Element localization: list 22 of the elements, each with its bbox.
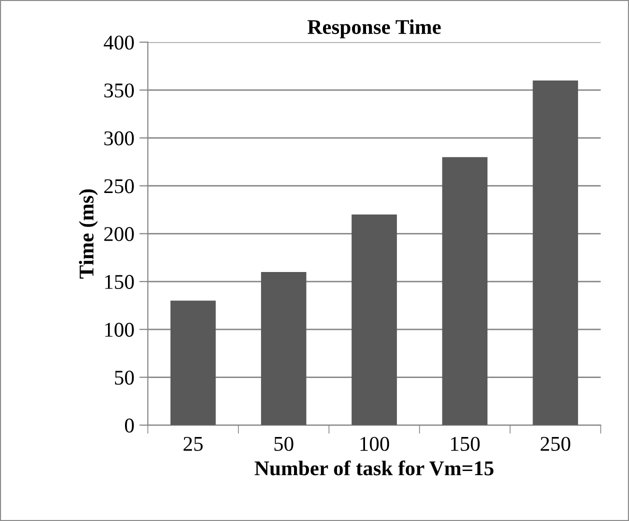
bar <box>261 272 306 426</box>
y-tick-label: 350 <box>104 83 134 98</box>
chart-title: Response Time <box>308 19 441 38</box>
y-tick-label: 200 <box>104 227 134 242</box>
bar <box>442 157 488 426</box>
x-tick-label: 250 <box>540 436 570 451</box>
bar <box>532 80 578 426</box>
y-tick-label: 150 <box>105 274 134 289</box>
y-tick-label: 300 <box>104 131 134 146</box>
x-axis-title: Number of task for Vm=15 <box>254 460 494 476</box>
y-tick-label: 100 <box>105 322 134 337</box>
x-tick-label: 25 <box>184 436 203 451</box>
y-axis-title: Time (ms) <box>78 189 98 279</box>
y-tick-label: 0 <box>125 418 134 433</box>
bar <box>170 300 216 426</box>
x-tick-label: 100 <box>360 436 390 451</box>
y-tick-label: 250 <box>104 179 134 194</box>
y-tick-label: 50 <box>115 370 134 385</box>
y-tick-label: 400 <box>104 36 134 50</box>
x-tick-label: 150 <box>451 436 480 451</box>
bar <box>352 214 397 426</box>
x-tick-label: 50 <box>274 436 294 451</box>
